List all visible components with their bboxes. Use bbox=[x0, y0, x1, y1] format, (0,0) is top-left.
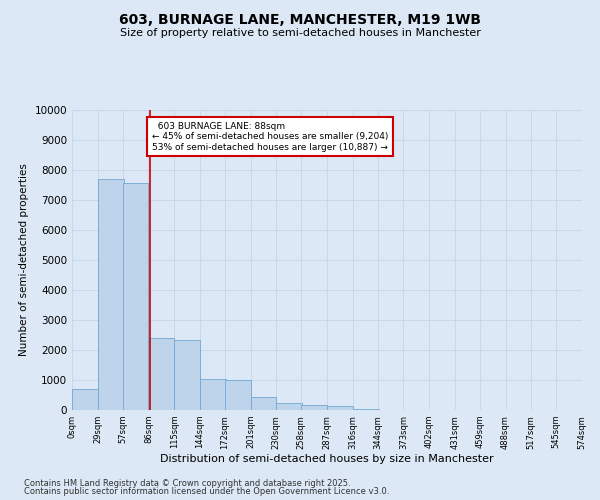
Bar bbox=[225, 380, 251, 410]
Bar bbox=[174, 340, 200, 410]
Y-axis label: Number of semi-detached properties: Number of semi-detached properties bbox=[19, 164, 29, 356]
Bar bbox=[327, 406, 353, 410]
X-axis label: Distribution of semi-detached houses by size in Manchester: Distribution of semi-detached houses by … bbox=[160, 454, 494, 464]
Text: Size of property relative to semi-detached houses in Manchester: Size of property relative to semi-detach… bbox=[119, 28, 481, 38]
Text: Contains HM Land Registry data © Crown copyright and database right 2025.: Contains HM Land Registry data © Crown c… bbox=[24, 478, 350, 488]
Bar bbox=[251, 396, 277, 410]
Text: 603 BURNAGE LANE: 88sqm
← 45% of semi-detached houses are smaller (9,204)
53% of: 603 BURNAGE LANE: 88sqm ← 45% of semi-de… bbox=[152, 122, 388, 152]
Bar bbox=[301, 405, 327, 410]
Bar bbox=[353, 408, 379, 410]
Bar bbox=[148, 338, 174, 410]
Bar bbox=[277, 402, 302, 410]
Bar bbox=[200, 378, 226, 410]
Bar bbox=[122, 184, 148, 410]
Bar bbox=[72, 389, 98, 410]
Text: Contains public sector information licensed under the Open Government Licence v3: Contains public sector information licen… bbox=[24, 487, 389, 496]
Bar bbox=[98, 179, 124, 410]
Text: 603, BURNAGE LANE, MANCHESTER, M19 1WB: 603, BURNAGE LANE, MANCHESTER, M19 1WB bbox=[119, 12, 481, 26]
